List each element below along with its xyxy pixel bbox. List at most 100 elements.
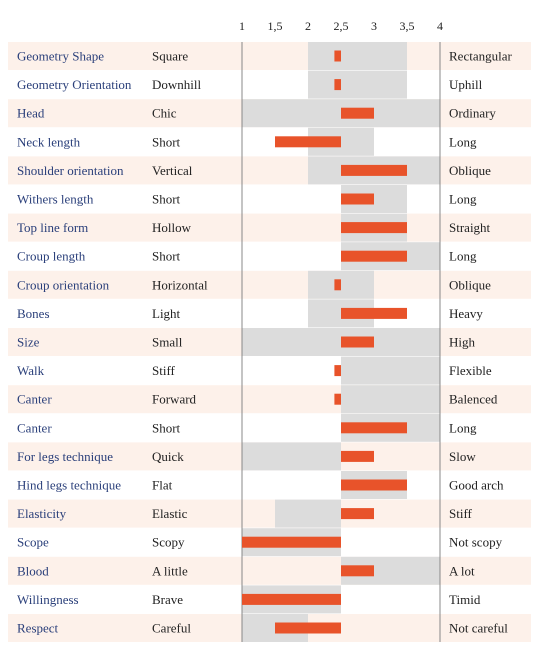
score-bar bbox=[334, 279, 341, 291]
high-pole-label: Long bbox=[449, 420, 477, 435]
low-pole-label: Elastic bbox=[152, 506, 188, 521]
high-pole-label: Oblique bbox=[449, 163, 491, 178]
x-tick-label: 2,5 bbox=[334, 19, 349, 33]
score-bar bbox=[341, 307, 407, 319]
high-pole-label: Oblique bbox=[449, 277, 491, 292]
score-bar bbox=[275, 136, 341, 148]
low-pole-label: Horizontal bbox=[152, 277, 208, 292]
trait-label: Walk bbox=[17, 363, 45, 378]
score-bar bbox=[341, 508, 374, 520]
low-pole-label: Short bbox=[152, 192, 181, 207]
row-stripe bbox=[8, 156, 531, 185]
low-pole-label: A little bbox=[152, 563, 188, 578]
trait-label: Croup length bbox=[17, 249, 86, 264]
trait-label: Canter bbox=[17, 392, 52, 407]
score-bar bbox=[341, 193, 374, 205]
low-pole-label: Forward bbox=[152, 392, 197, 407]
range-band bbox=[341, 356, 440, 385]
row-stripe bbox=[8, 556, 531, 585]
high-pole-label: High bbox=[449, 335, 476, 350]
range-band bbox=[275, 499, 341, 528]
x-tick-label: 1,5 bbox=[268, 19, 283, 33]
score-bar bbox=[341, 565, 374, 577]
trait-label: Size bbox=[17, 335, 40, 350]
row-stripe bbox=[8, 42, 531, 70]
score-bar bbox=[341, 336, 374, 348]
x-tick-label: 1 bbox=[239, 19, 245, 33]
low-pole-label: Flat bbox=[152, 478, 173, 493]
score-bar bbox=[341, 164, 407, 176]
low-pole-label: Quick bbox=[152, 449, 184, 464]
score-bar bbox=[334, 50, 341, 62]
score-bar bbox=[334, 393, 341, 405]
score-bar bbox=[242, 536, 341, 548]
trait-label: Neck length bbox=[17, 134, 81, 149]
range-band bbox=[308, 42, 407, 70]
low-pole-label: Short bbox=[152, 249, 181, 264]
score-bar bbox=[341, 222, 407, 234]
trait-label: Croup orientation bbox=[17, 277, 110, 292]
high-pole-label: Not scopy bbox=[449, 535, 503, 550]
high-pole-label: Good arch bbox=[449, 478, 504, 493]
score-bar bbox=[334, 79, 341, 91]
score-bar bbox=[341, 450, 374, 462]
trait-label: Hind legs technique bbox=[17, 478, 121, 493]
trait-label: Withers length bbox=[17, 192, 94, 207]
high-pole-label: Long bbox=[449, 134, 477, 149]
high-pole-label: Uphill bbox=[449, 77, 483, 92]
high-pole-label: Stiff bbox=[449, 506, 473, 521]
trait-label: For legs technique bbox=[17, 449, 113, 464]
trait-label: Willingness bbox=[17, 592, 79, 607]
score-bar bbox=[341, 250, 407, 262]
trait-label: Canter bbox=[17, 420, 52, 435]
high-pole-label: Timid bbox=[449, 592, 481, 607]
range-band bbox=[341, 385, 440, 414]
low-pole-label: Careful bbox=[152, 621, 191, 636]
low-pole-label: Short bbox=[152, 420, 181, 435]
high-pole-label: Not careful bbox=[449, 621, 508, 636]
score-bar bbox=[334, 365, 341, 377]
x-tick-label: 2 bbox=[305, 19, 311, 33]
high-pole-label: Heavy bbox=[449, 306, 483, 321]
high-pole-label: Rectangular bbox=[449, 49, 512, 64]
low-pole-label: Square bbox=[152, 49, 188, 64]
trait-label: Blood bbox=[17, 563, 49, 578]
low-pole-label: Downhill bbox=[152, 77, 202, 92]
trait-label: Scope bbox=[17, 535, 49, 550]
trait-label: Bones bbox=[17, 306, 50, 321]
low-pole-label: Scopy bbox=[152, 535, 185, 550]
score-bar bbox=[341, 107, 374, 119]
x-tick-label: 3,5 bbox=[400, 19, 415, 33]
low-pole-label: Small bbox=[152, 335, 183, 350]
score-bar bbox=[242, 593, 341, 605]
range-band bbox=[242, 442, 341, 471]
high-pole-label: Balenced bbox=[449, 392, 498, 407]
trait-label: Top line form bbox=[17, 220, 88, 235]
trait-label: Head bbox=[17, 106, 45, 121]
trait-label: Respect bbox=[17, 621, 59, 636]
x-tick-label: 3 bbox=[371, 19, 377, 33]
low-pole-label: Brave bbox=[152, 592, 183, 607]
high-pole-label: A lot bbox=[449, 563, 475, 578]
low-pole-label: Short bbox=[152, 134, 181, 149]
score-bar bbox=[341, 422, 407, 434]
row-stripe bbox=[8, 499, 531, 528]
low-pole-label: Vertical bbox=[152, 163, 193, 178]
high-pole-label: Flexible bbox=[449, 363, 492, 378]
row-stripe bbox=[8, 270, 531, 299]
low-pole-label: Light bbox=[152, 306, 181, 321]
high-pole-label: Ordinary bbox=[449, 106, 496, 121]
trait-label: Elasticity bbox=[17, 506, 67, 521]
trait-label: Shoulder orientation bbox=[17, 163, 124, 178]
score-bar bbox=[341, 479, 407, 491]
high-pole-label: Slow bbox=[449, 449, 476, 464]
high-pole-label: Long bbox=[449, 192, 477, 207]
row-stripe bbox=[8, 213, 531, 242]
row-stripe bbox=[8, 385, 531, 414]
range-band bbox=[308, 70, 407, 99]
score-bar bbox=[275, 622, 341, 634]
high-pole-label: Straight bbox=[449, 220, 491, 235]
low-pole-label: Stiff bbox=[152, 363, 176, 378]
high-pole-label: Long bbox=[449, 249, 477, 264]
